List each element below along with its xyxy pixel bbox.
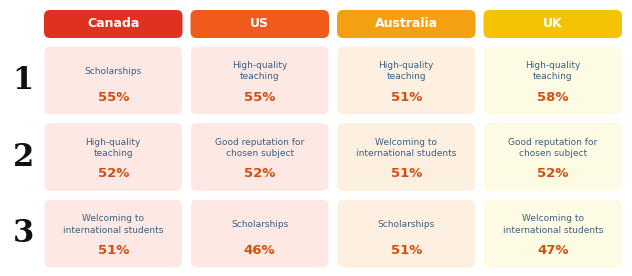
FancyBboxPatch shape bbox=[191, 123, 329, 191]
Text: 47%: 47% bbox=[537, 244, 569, 257]
Text: High-quality
teaching: High-quality teaching bbox=[525, 61, 580, 81]
Text: Welcoming to
international students: Welcoming to international students bbox=[502, 214, 603, 235]
FancyBboxPatch shape bbox=[337, 200, 475, 267]
Text: 2: 2 bbox=[13, 142, 34, 172]
Text: Welcoming to
international students: Welcoming to international students bbox=[356, 137, 456, 158]
Text: 51%: 51% bbox=[391, 244, 422, 257]
FancyBboxPatch shape bbox=[191, 200, 329, 267]
Text: Welcoming to
international students: Welcoming to international students bbox=[63, 214, 164, 235]
Text: High-quality
teaching: High-quality teaching bbox=[85, 137, 141, 158]
Text: Scholarships: Scholarships bbox=[378, 220, 435, 229]
FancyBboxPatch shape bbox=[44, 123, 182, 191]
Text: US: US bbox=[250, 17, 269, 31]
Text: 55%: 55% bbox=[244, 91, 276, 104]
Text: Good reputation for
chosen subject: Good reputation for chosen subject bbox=[508, 137, 597, 158]
FancyBboxPatch shape bbox=[191, 46, 329, 114]
Text: Good reputation for
chosen subject: Good reputation for chosen subject bbox=[215, 137, 305, 158]
Text: 51%: 51% bbox=[391, 91, 422, 104]
FancyBboxPatch shape bbox=[484, 200, 621, 267]
FancyBboxPatch shape bbox=[44, 46, 182, 114]
FancyBboxPatch shape bbox=[337, 10, 475, 38]
Text: 3: 3 bbox=[13, 218, 34, 249]
Text: High-quality
teaching: High-quality teaching bbox=[232, 61, 288, 81]
FancyBboxPatch shape bbox=[484, 46, 621, 114]
Text: Australia: Australia bbox=[375, 17, 438, 31]
Text: 46%: 46% bbox=[244, 244, 276, 257]
Text: 51%: 51% bbox=[97, 244, 129, 257]
Text: Canada: Canada bbox=[87, 17, 140, 31]
FancyBboxPatch shape bbox=[44, 10, 183, 38]
Text: 52%: 52% bbox=[244, 167, 276, 181]
FancyBboxPatch shape bbox=[483, 10, 622, 38]
FancyBboxPatch shape bbox=[484, 123, 621, 191]
Text: 51%: 51% bbox=[391, 167, 422, 181]
FancyBboxPatch shape bbox=[337, 46, 475, 114]
Text: 52%: 52% bbox=[97, 167, 129, 181]
Text: High-quality
teaching: High-quality teaching bbox=[379, 61, 434, 81]
Text: Scholarships: Scholarships bbox=[85, 67, 142, 76]
FancyBboxPatch shape bbox=[337, 123, 475, 191]
FancyBboxPatch shape bbox=[44, 200, 182, 267]
Text: UK: UK bbox=[543, 17, 562, 31]
Text: 52%: 52% bbox=[537, 167, 568, 181]
Text: 58%: 58% bbox=[537, 91, 569, 104]
Text: 55%: 55% bbox=[97, 91, 129, 104]
Text: 1: 1 bbox=[13, 65, 34, 96]
Text: Scholarships: Scholarships bbox=[231, 220, 288, 229]
FancyBboxPatch shape bbox=[190, 10, 329, 38]
